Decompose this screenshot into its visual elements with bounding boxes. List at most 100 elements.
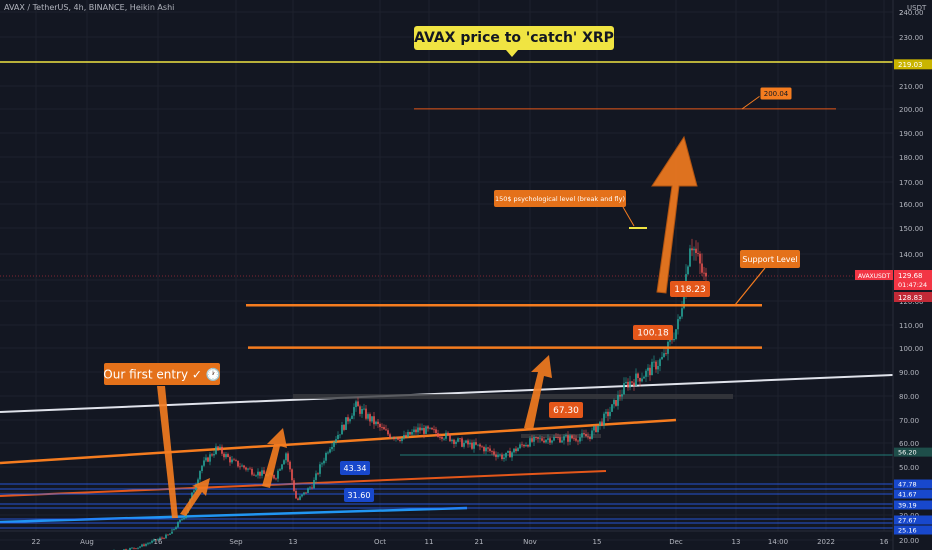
- candle-body: [291, 469, 293, 481]
- candle-body: [447, 432, 449, 435]
- candle-body: [321, 463, 323, 465]
- candle-body: [363, 408, 365, 410]
- candle-body: [637, 373, 639, 378]
- candle-body: [517, 448, 519, 452]
- candle-body: [177, 522, 179, 528]
- candle-body: [347, 417, 349, 422]
- candle-body: [555, 437, 557, 438]
- candle-body: [237, 460, 239, 467]
- candle-body: [647, 367, 649, 371]
- candle-body: [381, 427, 383, 428]
- candle-body: [317, 473, 319, 475]
- candle-body: [257, 471, 259, 476]
- candle-body: [157, 539, 159, 541]
- candle-body: [333, 441, 335, 447]
- candle-body: [383, 427, 385, 430]
- candle-body: [687, 266, 689, 275]
- candle-body: [411, 432, 413, 435]
- candle-body: [137, 547, 139, 549]
- candle-body: [485, 447, 487, 452]
- candle-body: [533, 437, 535, 442]
- candle-body: [615, 399, 617, 406]
- candle-body: [401, 437, 403, 442]
- candle-body: [593, 426, 595, 431]
- tag-blue-text: 41.67: [898, 491, 917, 499]
- candle-body: [423, 427, 425, 434]
- label-31-box: [344, 488, 374, 502]
- price-tick-label: 100.00: [899, 345, 924, 353]
- candle-body: [389, 434, 391, 438]
- candle-body: [575, 438, 577, 441]
- price-axis[interactable]: 20.0030.0040.0050.0060.0070.0080.0090.00…: [855, 0, 932, 550]
- candle-body: [145, 544, 147, 546]
- candle-body: [193, 490, 195, 493]
- price-tick-label: 70.00: [899, 417, 919, 425]
- time-axis[interactable]: 22 Aug 16 Sep 13 Oct 11 21 Nov 15 Dec 13 14:00 2022 16: [0, 530, 893, 546]
- price-tick-label: 160.00: [899, 201, 924, 209]
- candle-body: [159, 537, 161, 540]
- candle-body: [353, 407, 355, 416]
- time-tick-label: 15: [593, 538, 602, 546]
- candle-body: [427, 426, 429, 429]
- candle-body: [239, 466, 241, 468]
- candle-body: [519, 444, 521, 449]
- candle-body: [579, 437, 581, 442]
- candle-body: [131, 547, 133, 549]
- price-tick-label: 200.00: [899, 106, 924, 114]
- label-67-text: 67.30: [553, 406, 579, 416]
- candle-body: [703, 272, 705, 274]
- label-118: 118.23: [670, 281, 710, 297]
- label-43: 43.34: [340, 461, 370, 475]
- price-tag2-bg: [894, 292, 932, 302]
- label-100: 100.18: [633, 325, 673, 340]
- candle-body: [645, 370, 647, 377]
- candle-body: [371, 416, 373, 422]
- candle-body: [651, 361, 653, 376]
- candle-body: [567, 435, 569, 442]
- label-150-psych: 150$ psychological level (break and fly): [494, 190, 626, 207]
- candle-body: [465, 440, 467, 443]
- candle-body: [675, 329, 677, 339]
- label-43-text: 43.34: [344, 464, 367, 473]
- candle-body: [345, 417, 347, 430]
- candle-body: [387, 430, 389, 435]
- candle-body: [661, 356, 663, 360]
- candle-body: [337, 434, 339, 440]
- candle-body: [325, 452, 327, 461]
- candle-body: [483, 447, 485, 452]
- label-31-text: 31.60: [348, 491, 371, 500]
- candle-body: [563, 436, 565, 441]
- candle-body: [699, 253, 701, 264]
- candle-body: [659, 359, 661, 367]
- candle-body: [307, 488, 309, 493]
- candle-body: [229, 456, 231, 463]
- candle-body: [377, 421, 379, 425]
- candle-body: [175, 527, 177, 530]
- candle-body: [495, 454, 497, 457]
- support-level-callout: Support Level: [740, 250, 800, 268]
- candle-body: [693, 248, 695, 251]
- candle-body: [577, 440, 579, 442]
- price-tick-label: 90.00: [899, 369, 919, 377]
- time-tick-label: Nov: [523, 538, 537, 546]
- candle-body: [225, 454, 227, 458]
- candle-body: [597, 425, 599, 433]
- candle-body: [211, 454, 213, 456]
- tag-blue-text: 47.78: [898, 481, 917, 489]
- price-tag-bg: [894, 270, 932, 290]
- candle-body: [487, 447, 489, 449]
- price-tick-label: 170.00: [899, 179, 924, 187]
- price-tag-text: 129.68: [898, 272, 923, 280]
- candle-body: [207, 457, 209, 462]
- price-tick-label: 190.00: [899, 130, 924, 138]
- price-tick-label: 210.00: [899, 83, 924, 91]
- candle-body: [471, 442, 473, 449]
- candle-body: [437, 433, 439, 437]
- candle-body: [503, 457, 505, 459]
- first-entry-callout: Our first entry ✓ 🕐: [103, 363, 221, 385]
- candle-body: [613, 399, 615, 405]
- blue-support-line: [0, 506, 468, 524]
- candle-body: [275, 478, 277, 480]
- candle-body: [633, 382, 635, 386]
